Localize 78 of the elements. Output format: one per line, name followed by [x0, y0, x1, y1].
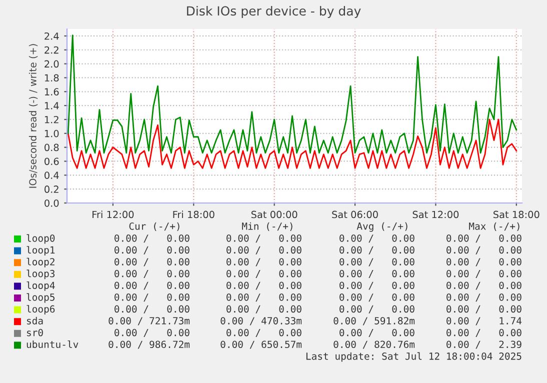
x-tick-label: Sat 06:00 [332, 210, 378, 218]
x-tick-label: Fri 18:00 [173, 210, 214, 218]
legend-label: loop4 [26, 281, 55, 291]
text: 0.00 / 0.00 [114, 282, 190, 290]
y-tick-label: 1.8 [44, 74, 59, 82]
text: 0.00 / 0.00 [340, 305, 414, 314]
chart-title: Disk IOs per device - by day [187, 6, 361, 18]
text: 0.00 / 0.00 [226, 305, 302, 314]
x-tick-label: Sat 12:00 [412, 210, 459, 218]
y-tick-label: 0.4 [44, 172, 59, 179]
text: 0.00 / 591.82m [334, 317, 415, 326]
text: 0.00 / 0.00 [340, 282, 414, 290]
text: 0.00 / 0.00 [226, 258, 302, 266]
line-series [67, 118, 518, 169]
text: 0.00 / 0.00 [226, 246, 302, 254]
y-tick-label: 1.2 [44, 116, 58, 124]
legend-label: loop6 [26, 305, 55, 315]
text: 0.00 / 0.00 [446, 246, 522, 254]
y-tick-label: 0.6 [44, 158, 59, 166]
text: 0.00 / 0.00 [114, 293, 190, 302]
legend-label: loop1 [26, 246, 55, 256]
y-tick-label: 2.2 [44, 46, 58, 54]
text: 0.00 / 0.00 [114, 270, 190, 278]
text: 0.00 / 0.00 [340, 270, 414, 278]
y-tick-label: 2.0 [44, 60, 59, 68]
text: 0.00 / 0.00 [340, 293, 414, 302]
text: 0.00 / 820.76m [334, 340, 415, 349]
x-tick-label: Fri 12:00 [92, 210, 134, 218]
text: 0.00 / 0.00 [226, 234, 302, 243]
text: Max (-/+) [469, 222, 520, 231]
text: 0.00 / 0.00 [340, 246, 414, 254]
text: 0.00 / 0.00 [226, 328, 302, 338]
text: 0.00 / 0.00 [446, 234, 522, 243]
legend-label: loop2 [26, 258, 54, 268]
y-tick-label: 2.4 [44, 32, 59, 40]
y-tick-label: 0.8 [44, 144, 59, 152]
text: 0.00 / 0.00 [446, 282, 522, 290]
text: 0.00 / 0.00 [114, 246, 190, 254]
legend-label: sr0 [27, 328, 43, 336]
y-tick-label: 0.0 [44, 199, 59, 207]
text: 0.00 / 0.00 [446, 328, 522, 338]
text: 0.00 / 0.00 [114, 328, 190, 338]
text: 0.00 / 0.00 [340, 328, 414, 338]
text: Min (-/+) [242, 222, 292, 231]
text: 0.00 / 0.00 [226, 270, 302, 278]
text: 0.00 / 470.33m [220, 317, 302, 326]
y-tick-label: 0.2 [44, 186, 58, 193]
text: 0.00 / 0.00 [226, 293, 302, 302]
legend-label: loop5 [26, 293, 54, 303]
text: Cur (-/+) [129, 222, 180, 231]
text: 0.00 / 0.00 [340, 234, 414, 243]
text: 0.00 / 0.00 [446, 258, 522, 266]
text: 0.00 / 0.00 [446, 293, 522, 302]
legend-label: sda [27, 316, 43, 324]
text: 0.00 / 0.00 [226, 282, 302, 290]
text: 0.00 / 986.72m [108, 340, 190, 349]
y-axis-title: IOs/second read (-) / write (+) [28, 44, 38, 188]
text: 0.00 / 0.00 [114, 305, 190, 314]
text: 0.00 / 0.00 [114, 258, 190, 266]
text: 0.00 / 721.73m [108, 317, 190, 326]
text: Last update: Sat Jul 12 18:00:04 2025 [306, 352, 522, 362]
legend-label: loop0 [26, 234, 55, 244]
line-series [67, 34, 518, 154]
text: 0.00 / 0.00 [446, 270, 522, 278]
y-tick-label: 1.4 [44, 102, 59, 110]
y-tick-label: 1.0 [44, 130, 59, 138]
text: 0.00 / 650.57m [220, 340, 302, 349]
text: 0.00 / 0.00 [114, 234, 190, 243]
text: 0.00 / 0.00 [446, 305, 522, 314]
legend-label: ubuntu-lv [26, 340, 78, 348]
text: 0.00 / 0.00 [340, 258, 414, 266]
x-tick-label: Sat 18:00 [494, 210, 540, 218]
text: Avg (-/+) [356, 222, 408, 232]
y-tick-label: 1.6 [44, 88, 59, 96]
text: 0.00 / 2.39 [446, 340, 522, 349]
legend-label: loop3 [26, 270, 55, 280]
text: 0.00 / 1.74 [446, 317, 522, 326]
x-tick-label: Sat 00:00 [251, 210, 298, 218]
